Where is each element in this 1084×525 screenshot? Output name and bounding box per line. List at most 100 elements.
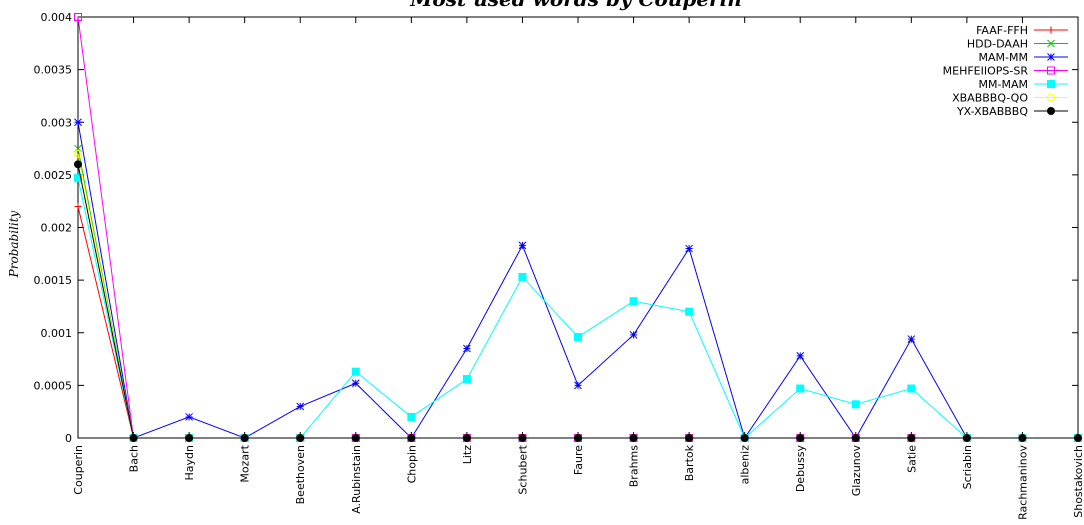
legend-item: HDD-DAAH [967, 38, 1068, 51]
legend-item: MEHFEIIOPS-SR [943, 65, 1068, 78]
legend-item: XBABBBQ-QO [952, 92, 1068, 105]
x-tick-label: Brahms [628, 445, 641, 487]
data-point [796, 352, 805, 360]
data-point [1047, 26, 1055, 34]
data-point [1047, 39, 1055, 48]
series-yx-xbabbbq [74, 160, 1082, 442]
x-tick-label: Glazunov [850, 445, 863, 497]
data-point [1047, 80, 1055, 88]
data-point [462, 434, 471, 442]
legend-label: YX-XBABBBQ [956, 105, 1028, 118]
legend-label: HDD-DAAH [967, 38, 1028, 51]
data-point [1018, 434, 1027, 442]
x-tick-label: Bartok [683, 444, 696, 481]
x-tick-label: albeniz [739, 445, 752, 485]
data-point [74, 13, 82, 21]
series-line [77, 177, 1078, 439]
series-line [77, 16, 1078, 439]
data-point [796, 384, 805, 393]
data-point [463, 344, 471, 353]
series-hdd-daah [74, 144, 1082, 442]
data-point [74, 160, 82, 169]
data-point [351, 379, 360, 388]
tick-labels: 0 0.0005 0.001 0.0015 0.002 0.0025 0.003 0.0035… [34, 11, 1084, 520]
legend: FAAF-FFHHDD-DAAHMAM-MMMEHFEIIOPS-SRMM-MA… [943, 24, 1068, 118]
x-tick-label: Debussy [794, 445, 807, 493]
y-tick-label: 0.001 [41, 327, 73, 340]
data-point [685, 434, 694, 442]
x-tick-label: Bach [128, 445, 141, 472]
x-tick-label: Scriabin [961, 445, 974, 489]
data-point [296, 402, 305, 411]
y-tick-label: 0.0015 [34, 274, 73, 287]
x-tick-label: A.Rubinstain [350, 445, 363, 514]
y-tick-label: 0.0025 [34, 169, 73, 182]
data-point [407, 412, 416, 421]
data-point [851, 434, 860, 442]
data-point [574, 381, 582, 390]
legend-label: MM-MAM [979, 78, 1028, 91]
series-mehfeiiops-sr [74, 13, 1082, 442]
x-tick-label: Litz [461, 445, 474, 464]
data-point [685, 244, 693, 253]
data-point [185, 413, 193, 421]
legend-item: MAM-MM [979, 51, 1068, 64]
x-tick-label: Mozart [239, 444, 252, 482]
x-tick-label: Chopin [405, 445, 418, 483]
series-mam-mm [74, 118, 1082, 442]
data-point [1047, 66, 1055, 75]
data-point [907, 335, 916, 343]
y-axis-label: Probability [7, 210, 21, 278]
data-point [1074, 434, 1082, 442]
plot-border [77, 16, 1079, 439]
series-layer [74, 13, 1082, 442]
data-point [1047, 53, 1055, 61]
data-point [74, 174, 82, 183]
y-tick-label: 0.004 [41, 11, 73, 24]
x-tick-label: Haydn [183, 445, 196, 481]
legend-item: FAAF-FFH [976, 24, 1068, 37]
data-point [962, 434, 971, 442]
x-tick-label: Schubert [516, 444, 529, 494]
data-point [518, 241, 527, 250]
data-point [1047, 93, 1055, 102]
data-point [685, 307, 694, 316]
y-tick-label: 0 [65, 432, 72, 445]
data-point [296, 434, 305, 442]
series-line [77, 164, 1078, 439]
x-tick-label: Rachmaninov [1016, 445, 1029, 520]
data-point [74, 149, 82, 158]
data-point [629, 434, 638, 442]
data-point [462, 375, 471, 384]
data-point [129, 434, 138, 442]
series-mm-mam [74, 174, 1082, 442]
legend-label: MEHFEIIOPS-SR [943, 65, 1029, 78]
y-tick-label: 0.0035 [34, 64, 73, 77]
data-point [851, 400, 860, 409]
legend-item: YX-XBABBBQ [956, 105, 1068, 118]
data-point [629, 331, 638, 339]
data-point [796, 434, 805, 442]
data-point [74, 118, 82, 127]
x-tick-label: Beethoven [294, 445, 307, 504]
data-point [518, 272, 527, 281]
data-point [740, 434, 749, 442]
legend-label: XBABBBQ-QO [952, 92, 1028, 105]
x-tick-label: Faure [572, 445, 585, 475]
data-point [1047, 107, 1055, 115]
data-point [574, 434, 582, 442]
legend-label: MAM-MM [979, 51, 1028, 64]
series-line [77, 148, 1078, 439]
data-point [907, 434, 916, 442]
data-point [574, 332, 582, 341]
legend-item: MM-MAM [979, 78, 1068, 91]
x-tick-label: Couperin [72, 445, 85, 495]
data-point [629, 297, 638, 306]
data-point [351, 434, 360, 442]
data-point [74, 202, 82, 210]
series-line [77, 122, 1078, 440]
data-point [518, 434, 527, 442]
axes [77, 16, 1079, 439]
y-tick-label: 0.0005 [34, 379, 73, 392]
